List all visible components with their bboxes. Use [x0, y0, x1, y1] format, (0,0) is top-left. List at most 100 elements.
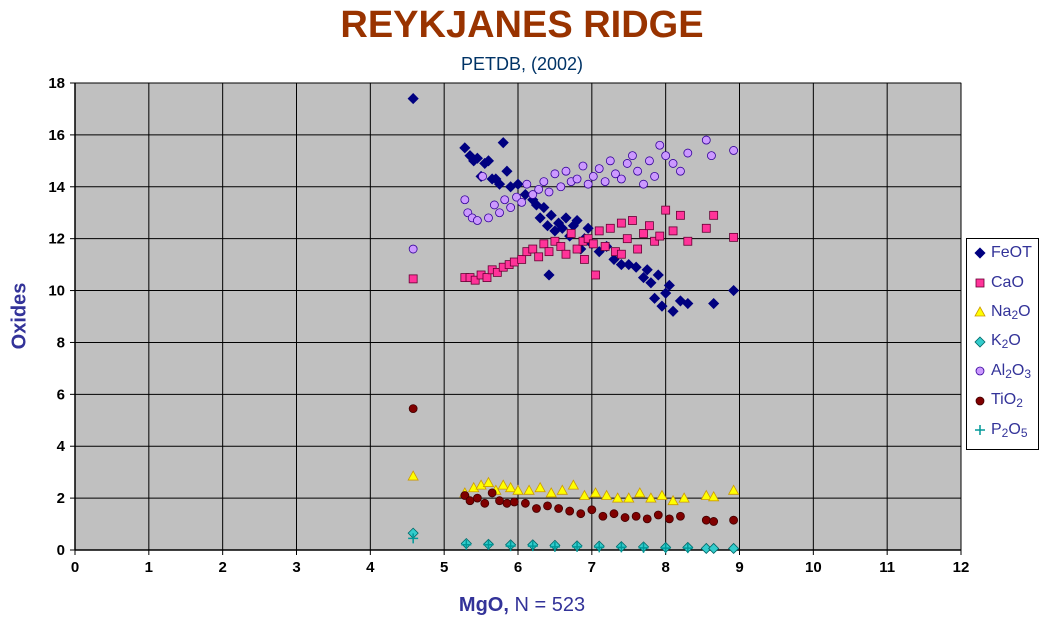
data-point-na2o — [600, 489, 613, 500]
data-point-al2o3 — [517, 197, 527, 207]
data-point-tio2 — [509, 497, 519, 507]
data-point-tio2 — [653, 510, 663, 520]
data-point-tio2 — [502, 498, 512, 508]
data-point-cao — [605, 223, 615, 233]
data-point-tio2 — [676, 511, 685, 521]
data-point-al2o3 — [506, 203, 516, 212]
data-point-tio2 — [565, 506, 575, 516]
legend-label: FeOT — [991, 244, 1032, 261]
data-point-al2o3 — [578, 161, 588, 171]
legend-label: CaO — [991, 273, 1024, 291]
data-point-cao — [482, 273, 492, 282]
data-point-feot — [541, 220, 554, 232]
data-point-al2o3 — [650, 171, 659, 181]
legend-marker — [974, 247, 986, 259]
data-point-na2o — [589, 487, 602, 498]
data-point-na2o — [545, 487, 557, 498]
data-point-cao — [633, 244, 643, 254]
data-point-na2o — [482, 476, 495, 487]
series-al2o3 — [408, 135, 738, 254]
series-tio2 — [408, 404, 738, 526]
data-point-feot — [652, 269, 664, 281]
data-point-al2o3 — [655, 140, 665, 150]
data-point-feot — [459, 142, 471, 154]
data-point-feot — [571, 214, 583, 227]
data-point-al2o3 — [633, 166, 643, 176]
legend-marker — [974, 335, 986, 348]
data-point-na2o — [700, 489, 712, 500]
data-point-feot — [667, 305, 679, 317]
data-point-p2o5 — [483, 539, 494, 550]
data-point-p2o5 — [616, 542, 627, 553]
data-point-na2o — [407, 470, 419, 481]
data-point-cao — [572, 244, 582, 254]
data-point-al2o3 — [611, 169, 620, 179]
data-point-cao — [550, 236, 560, 246]
data-point-feot — [682, 297, 694, 310]
data-point-feot — [501, 165, 513, 177]
data-point-al2o3 — [639, 179, 648, 189]
data-point-na2o — [497, 479, 509, 490]
data-point-tio2 — [460, 491, 470, 500]
data-point-al2o3 — [645, 156, 654, 166]
y-tick-label: 8 — [57, 334, 65, 351]
data-point-tio2 — [532, 504, 541, 513]
data-point-feot — [538, 201, 550, 214]
data-point-cao — [668, 226, 678, 236]
legend: FeOT CaO Na2O K2O Al2O3 TiO2 P2O5 — [966, 238, 1039, 450]
data-point-cao — [709, 210, 719, 220]
data-point-cao — [544, 247, 554, 257]
legend-label: K2O — [991, 332, 1021, 351]
chart-subtitle: PETDB, (2002) — [460, 54, 584, 74]
data-point-tio2 — [642, 514, 652, 524]
data-point-al2o3 — [600, 177, 610, 186]
data-point-cao — [588, 239, 598, 249]
data-point-cao — [539, 239, 549, 249]
data-point-cao — [566, 229, 576, 238]
data-point-al2o3 — [661, 151, 671, 161]
chart-title: REYKJANES RIDGE — [340, 4, 704, 46]
data-point-al2o3 — [729, 146, 738, 155]
data-point-na2o — [534, 481, 546, 493]
data-point-p2o5 — [572, 541, 583, 552]
x-tick-label: 3 — [292, 559, 300, 576]
data-point-feot — [708, 297, 720, 310]
legend-marker — [974, 306, 986, 317]
data-point-feot — [407, 93, 419, 105]
data-point-al2o3 — [495, 208, 504, 218]
data-point-cao — [616, 218, 626, 228]
legend-marker — [975, 366, 985, 376]
data-point-cao — [655, 231, 665, 241]
legend-marker-shape — [974, 335, 986, 348]
data-point-al2o3 — [484, 213, 493, 223]
data-point-feot — [497, 137, 509, 149]
data-point-p2o5 — [638, 542, 649, 553]
data-point-tio2 — [576, 509, 586, 519]
data-point-feot — [582, 222, 594, 234]
x-axis-label: MgO, N = 523 — [0, 594, 1044, 617]
data-point-al2o3 — [478, 171, 487, 181]
series-cao — [408, 205, 738, 285]
data-point-tio2 — [664, 514, 674, 524]
data-point-al2o3 — [628, 151, 637, 161]
data-point-tio2 — [598, 511, 608, 521]
data-point-p2o5 — [527, 541, 538, 552]
x-tick-label: 2 — [218, 559, 226, 576]
y-tick-label: 2 — [57, 490, 65, 507]
data-point-tio2 — [631, 511, 641, 521]
data-point-na2o — [504, 481, 517, 493]
data-point-cao — [616, 249, 626, 259]
legend-marker-shape — [974, 306, 986, 317]
data-point-al2o3 — [489, 200, 499, 210]
data-point-feot — [545, 209, 557, 221]
x-tick-label: 10 — [805, 559, 822, 576]
data-point-al2o3 — [472, 216, 482, 225]
data-point-feot — [641, 264, 653, 276]
data-point-al2o3 — [534, 184, 544, 194]
x-tick-label: 0 — [71, 559, 79, 576]
data-point-na2o — [567, 479, 580, 490]
data-point-cao — [729, 232, 738, 242]
y-tick-label: 10 — [48, 283, 65, 300]
data-point-tio2 — [487, 488, 497, 498]
data-point-al2o3 — [561, 166, 571, 176]
